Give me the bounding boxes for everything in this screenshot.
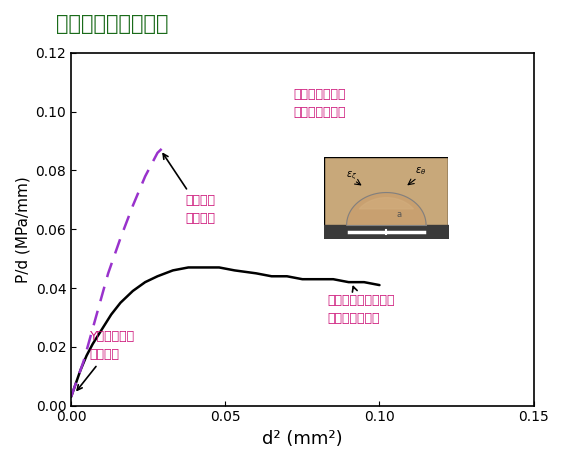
- Text: $\varepsilon_\zeta$: $\varepsilon_\zeta$: [346, 170, 357, 182]
- Polygon shape: [347, 193, 426, 225]
- Text: 破断点から極限引張
強度と極限伸び: 破断点から極限引張 強度と極限伸び: [327, 287, 395, 325]
- Text: a: a: [396, 210, 402, 219]
- Text: 機械的特性値の算出: 機械的特性値の算出: [56, 14, 169, 34]
- X-axis label: d² (mm²): d² (mm²): [262, 430, 343, 448]
- Text: 傾きから
ヤング率: 傾きから ヤング率: [163, 154, 215, 225]
- Text: 孔の形状の違い
からポアソン比: 孔の形状の違い からポアソン比: [293, 88, 346, 119]
- Text: $\varepsilon_\theta$: $\varepsilon_\theta$: [416, 166, 427, 177]
- Polygon shape: [359, 198, 413, 209]
- Text: Y軸切片から
内部応力: Y軸切片から 内部応力: [77, 331, 135, 390]
- Y-axis label: P/d (MPa/mm): P/d (MPa/mm): [15, 176, 30, 282]
